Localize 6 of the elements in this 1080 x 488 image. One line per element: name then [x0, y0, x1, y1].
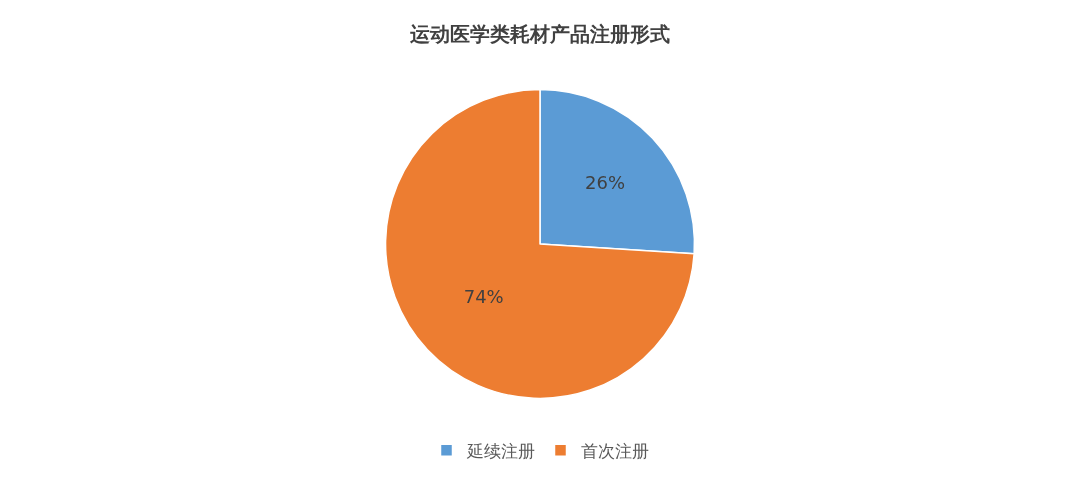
data-label: 26%	[585, 172, 626, 194]
data-label: 74%	[463, 286, 504, 308]
legend-label: 延续注册	[465, 440, 535, 461]
chart-title: 运动医学类耗材产品注册形式	[409, 22, 670, 47]
pie-slice	[384, 88, 695, 400]
legend-label: 首次注册	[580, 440, 649, 461]
